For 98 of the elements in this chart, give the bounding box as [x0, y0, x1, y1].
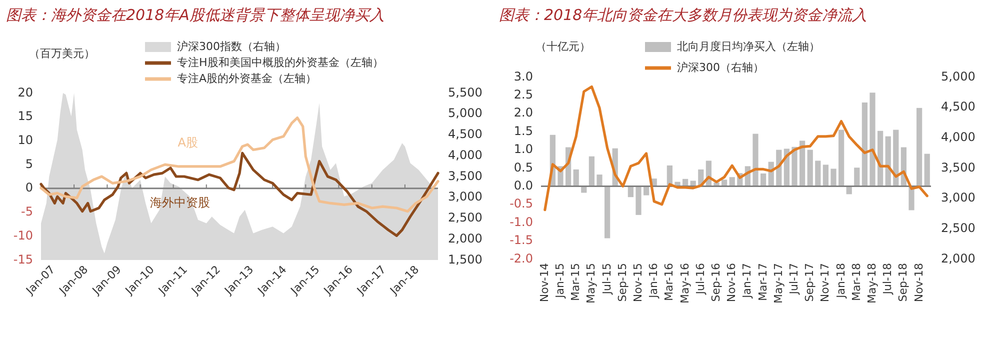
- x-tick-label: Jul-16: [694, 263, 707, 296]
- chart-title: 图表：2018年北向资金在大多数月份表现为资金净流入: [499, 6, 868, 24]
- y-tick-label: 5: [25, 156, 33, 171]
- bar: [799, 140, 806, 186]
- bar: [604, 186, 610, 238]
- y-tick-label: -10: [13, 228, 33, 242]
- x-tick-label: Jan-18: [834, 263, 848, 299]
- line-series: [40, 152, 440, 237]
- x-tick-label: Mar-18: [850, 263, 863, 302]
- x-tick-label: Nov-15: [632, 263, 645, 302]
- bar: [830, 168, 836, 186]
- line-series: [544, 85, 928, 212]
- x-tick-label: May-17: [772, 263, 785, 304]
- bar: [822, 164, 829, 186]
- chart-title: 图表：海外资金在2018年A股低迷背景下整体呈现净买入: [6, 6, 384, 24]
- y-tick-label: 1.0: [514, 142, 533, 156]
- bar: [870, 92, 876, 186]
- y2-tick-label: 3,000: [941, 190, 976, 205]
- line-series: [40, 116, 440, 213]
- y2-tick-label: 2,000: [448, 231, 482, 246]
- y-tick-label: -2.0: [510, 251, 533, 266]
- y2-tick-label: 3,500: [448, 168, 482, 183]
- y-tick-label: 3.0: [514, 69, 533, 84]
- x-tick-label: Nov-14: [538, 263, 551, 302]
- y2-tick-label: 4,000: [941, 130, 976, 144]
- y2-tick-label: 4,000: [448, 148, 482, 162]
- y2-tick-label: 2,000: [941, 251, 976, 266]
- x-tick-label: Sep-16: [710, 263, 723, 302]
- bar: [581, 186, 587, 193]
- x-tick-label: Jan-15: [554, 263, 567, 299]
- bar: [862, 102, 868, 186]
- y-tick-label: 0: [25, 180, 33, 195]
- bar: [792, 146, 798, 186]
- x-tick-label: Nov-18: [912, 263, 926, 302]
- y2-tick-label: 3,500: [941, 160, 976, 174]
- y2-tick-label: 3,000: [448, 190, 482, 204]
- bar: [838, 130, 844, 186]
- x-tick-label: Mar-15: [569, 263, 582, 302]
- legend-label: 沪深300（右轴）: [677, 61, 764, 74]
- y-tick-label: 0.5: [514, 160, 533, 174]
- x-tick-label: May-16: [678, 263, 692, 304]
- bar: [588, 156, 595, 186]
- x-tick-label: Nov-16: [725, 263, 738, 302]
- bar: [893, 130, 899, 186]
- y2-tick-label: 1,500: [448, 252, 482, 266]
- bar: [916, 108, 922, 186]
- bar: [573, 169, 579, 186]
- bar: [815, 160, 821, 186]
- y-tick-label: 2.0: [514, 106, 533, 120]
- bar: [760, 173, 766, 186]
- y-tick-label: 20: [18, 85, 33, 100]
- x-tick-label: May-15: [584, 263, 598, 304]
- x-tick-label: Jan-17: [740, 263, 754, 299]
- x-tick-label: Sep-18: [896, 263, 910, 302]
- y-tick-label: -1.0: [510, 214, 533, 229]
- x-tick-label: Jul-18: [881, 263, 894, 296]
- bar: [752, 134, 758, 186]
- legend-label: 专注H股和美国中概股的外资基金（左轴）: [177, 56, 384, 70]
- bar: [807, 150, 813, 186]
- y2-tick-label: 5,500: [448, 85, 482, 100]
- bar: [924, 154, 930, 186]
- y-axis-title: （百万美元）: [29, 47, 95, 60]
- y-tick-label: -0.5: [510, 196, 533, 211]
- x-tick-label: Jul-15: [600, 263, 614, 296]
- annotation: 海外中资股: [150, 196, 210, 210]
- x-tick-label: Mar-16: [662, 263, 676, 302]
- y2-tick-label: 5,000: [448, 106, 482, 120]
- bar: [643, 186, 650, 196]
- y-tick-label: 2.5: [514, 87, 533, 102]
- x-tick-label: Jul-17: [788, 263, 801, 296]
- x-tick-label: Sep-17: [803, 263, 816, 302]
- x-tick-label: May-18: [866, 263, 879, 304]
- legend-label: 北向月度日均净买入（左轴）: [677, 40, 820, 54]
- x-tick-label: Sep-15: [616, 263, 629, 302]
- y2-tick-label: 2,500: [941, 220, 976, 235]
- bar: [628, 186, 634, 198]
- y-tick-label: 0.0: [514, 178, 533, 192]
- y-tick-label: -5: [21, 204, 33, 219]
- y-tick-label: -15: [13, 252, 33, 266]
- y2-tick-label: 4,500: [941, 100, 976, 114]
- x-tick-label: Nov-17: [818, 263, 832, 302]
- y-tick-label: -1.5: [510, 233, 533, 248]
- y-axis-title: （十亿元）: [536, 40, 590, 53]
- annotation: A股: [178, 135, 198, 150]
- y2-tick-label: 5,000: [941, 69, 976, 84]
- x-tick-label: Jan-16: [647, 263, 660, 299]
- legend-label: 沪深300指数（右轴）: [177, 40, 286, 54]
- y-tick-label: 15: [18, 109, 33, 124]
- bar: [854, 168, 860, 186]
- y-tick-label: 10: [18, 132, 33, 147]
- legend-label: 专注A股的外资基金（左轴）: [177, 72, 317, 86]
- bar: [729, 177, 735, 186]
- bar: [636, 186, 642, 215]
- y-tick-label: 1.5: [514, 124, 533, 138]
- y2-tick-label: 4,500: [448, 127, 482, 142]
- y2-tick-label: 2,500: [448, 210, 482, 225]
- x-tick-label: Mar-17: [756, 263, 770, 302]
- bar: [596, 174, 602, 186]
